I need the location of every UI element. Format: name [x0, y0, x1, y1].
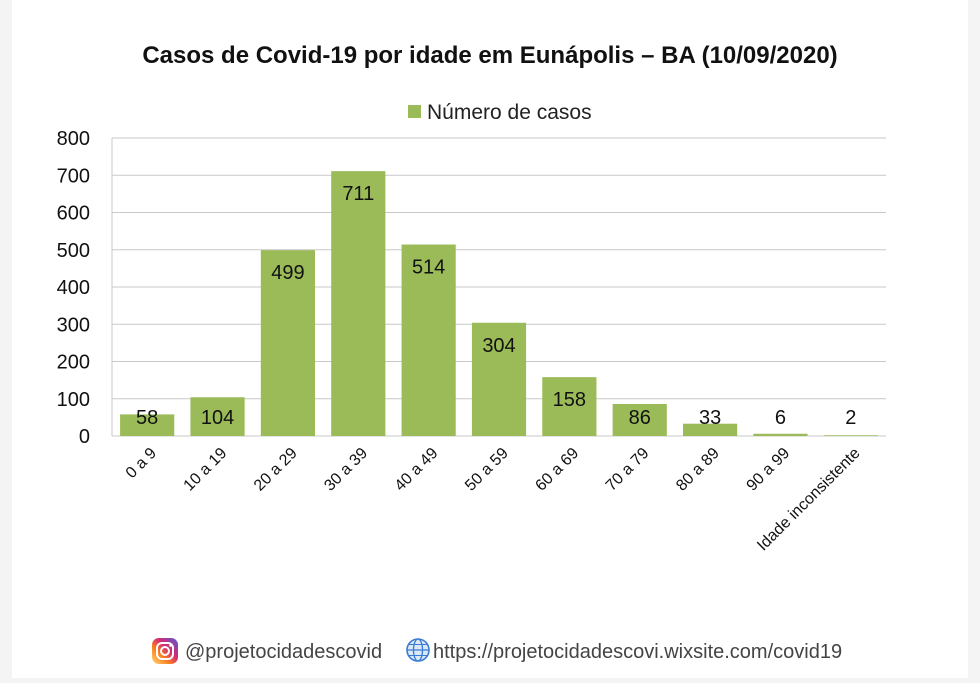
x-tick-label: 30 a 39 [321, 445, 371, 495]
x-tick-label: 70 a 79 [603, 445, 653, 495]
y-tick-label: 400 [57, 277, 90, 299]
x-tick-label: 90 a 99 [744, 445, 794, 495]
globe-icon [406, 638, 430, 662]
bars [120, 171, 878, 436]
data-label: 304 [482, 335, 515, 357]
data-label: 2 [845, 407, 856, 429]
x-tick-label: 20 a 29 [251, 445, 301, 495]
data-label: 58 [136, 407, 158, 429]
y-tick-label: 0 [79, 426, 90, 448]
instagram-icon [152, 638, 178, 664]
y-tick-label: 500 [57, 240, 90, 262]
y-axis-ticks: 0 100 200 300 400 500 600 700 800 [57, 128, 90, 448]
x-tick-label: 60 a 69 [532, 445, 582, 495]
bar [260, 250, 315, 436]
data-label: 499 [271, 262, 304, 284]
bar [542, 377, 597, 436]
data-label: 33 [699, 407, 721, 429]
x-tick-label: 40 a 49 [392, 445, 442, 495]
x-tick-label: 10 a 19 [181, 445, 231, 495]
data-label: 158 [553, 389, 586, 411]
bar [612, 403, 667, 436]
legend: Número de casos [408, 101, 592, 124]
data-label: 514 [412, 257, 445, 279]
bar [753, 433, 808, 436]
instagram-handle: @projetocidadescovid [185, 641, 382, 663]
y-tick-label: 700 [57, 165, 90, 187]
bar [120, 414, 175, 436]
y-tick-label: 100 [57, 389, 90, 411]
chart-title: Casos de Covid-19 por idade em Eunápolis… [142, 42, 837, 69]
data-label: 104 [201, 407, 234, 429]
x-tick-label: 50 a 59 [462, 445, 512, 495]
footer: @projetocidadescovid https://projetocida… [152, 638, 842, 664]
chart-card: Casos de Covid-19 por idade em Eunápolis… [12, 0, 968, 678]
y-tick-label: 600 [57, 203, 90, 225]
legend-swatch [408, 105, 421, 118]
legend-label: Número de casos [427, 101, 592, 124]
data-label: 6 [775, 407, 786, 429]
data-label: 86 [629, 407, 651, 429]
website-url: https://projetocidadescovi.wixsite.com/c… [433, 641, 842, 663]
bar [331, 171, 386, 436]
x-axis-labels: 0 a 9 10 a 19 20 a 29 30 a 39 40 a 49 50 a 59… [123, 445, 864, 555]
bar [190, 397, 245, 436]
y-tick-label: 300 [57, 314, 90, 336]
x-tick-label: 80 a 89 [673, 445, 723, 495]
y-tick-label: 800 [57, 128, 90, 150]
y-tick-label: 200 [57, 352, 90, 374]
bar [823, 435, 878, 436]
bar-chart: Casos de Covid-19 por idade em Eunápolis… [57, 42, 886, 664]
bar [401, 244, 456, 436]
data-labels: 58 104 499 711 514 304 158 86 33 6 2 [136, 183, 856, 429]
x-tick-label: 0 a 9 [123, 445, 160, 482]
data-label: 711 [342, 183, 374, 205]
bar [471, 322, 527, 436]
bar [683, 423, 738, 436]
